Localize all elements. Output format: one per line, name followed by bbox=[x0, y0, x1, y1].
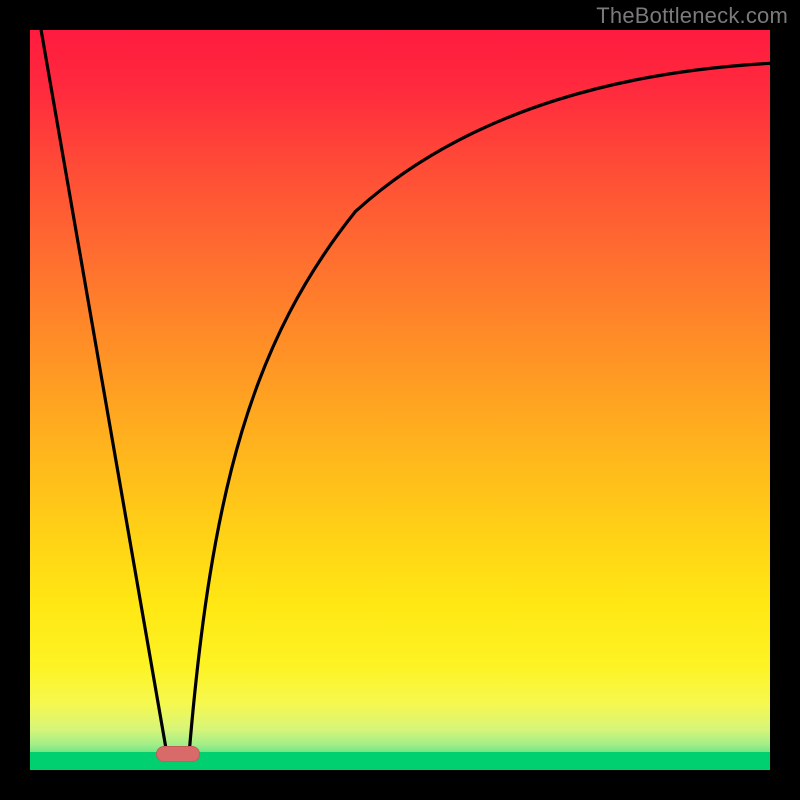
chart-frame: TheBottleneck.com bbox=[0, 0, 800, 800]
outer-border bbox=[0, 0, 800, 800]
watermark: TheBottleneck.com bbox=[596, 3, 788, 29]
